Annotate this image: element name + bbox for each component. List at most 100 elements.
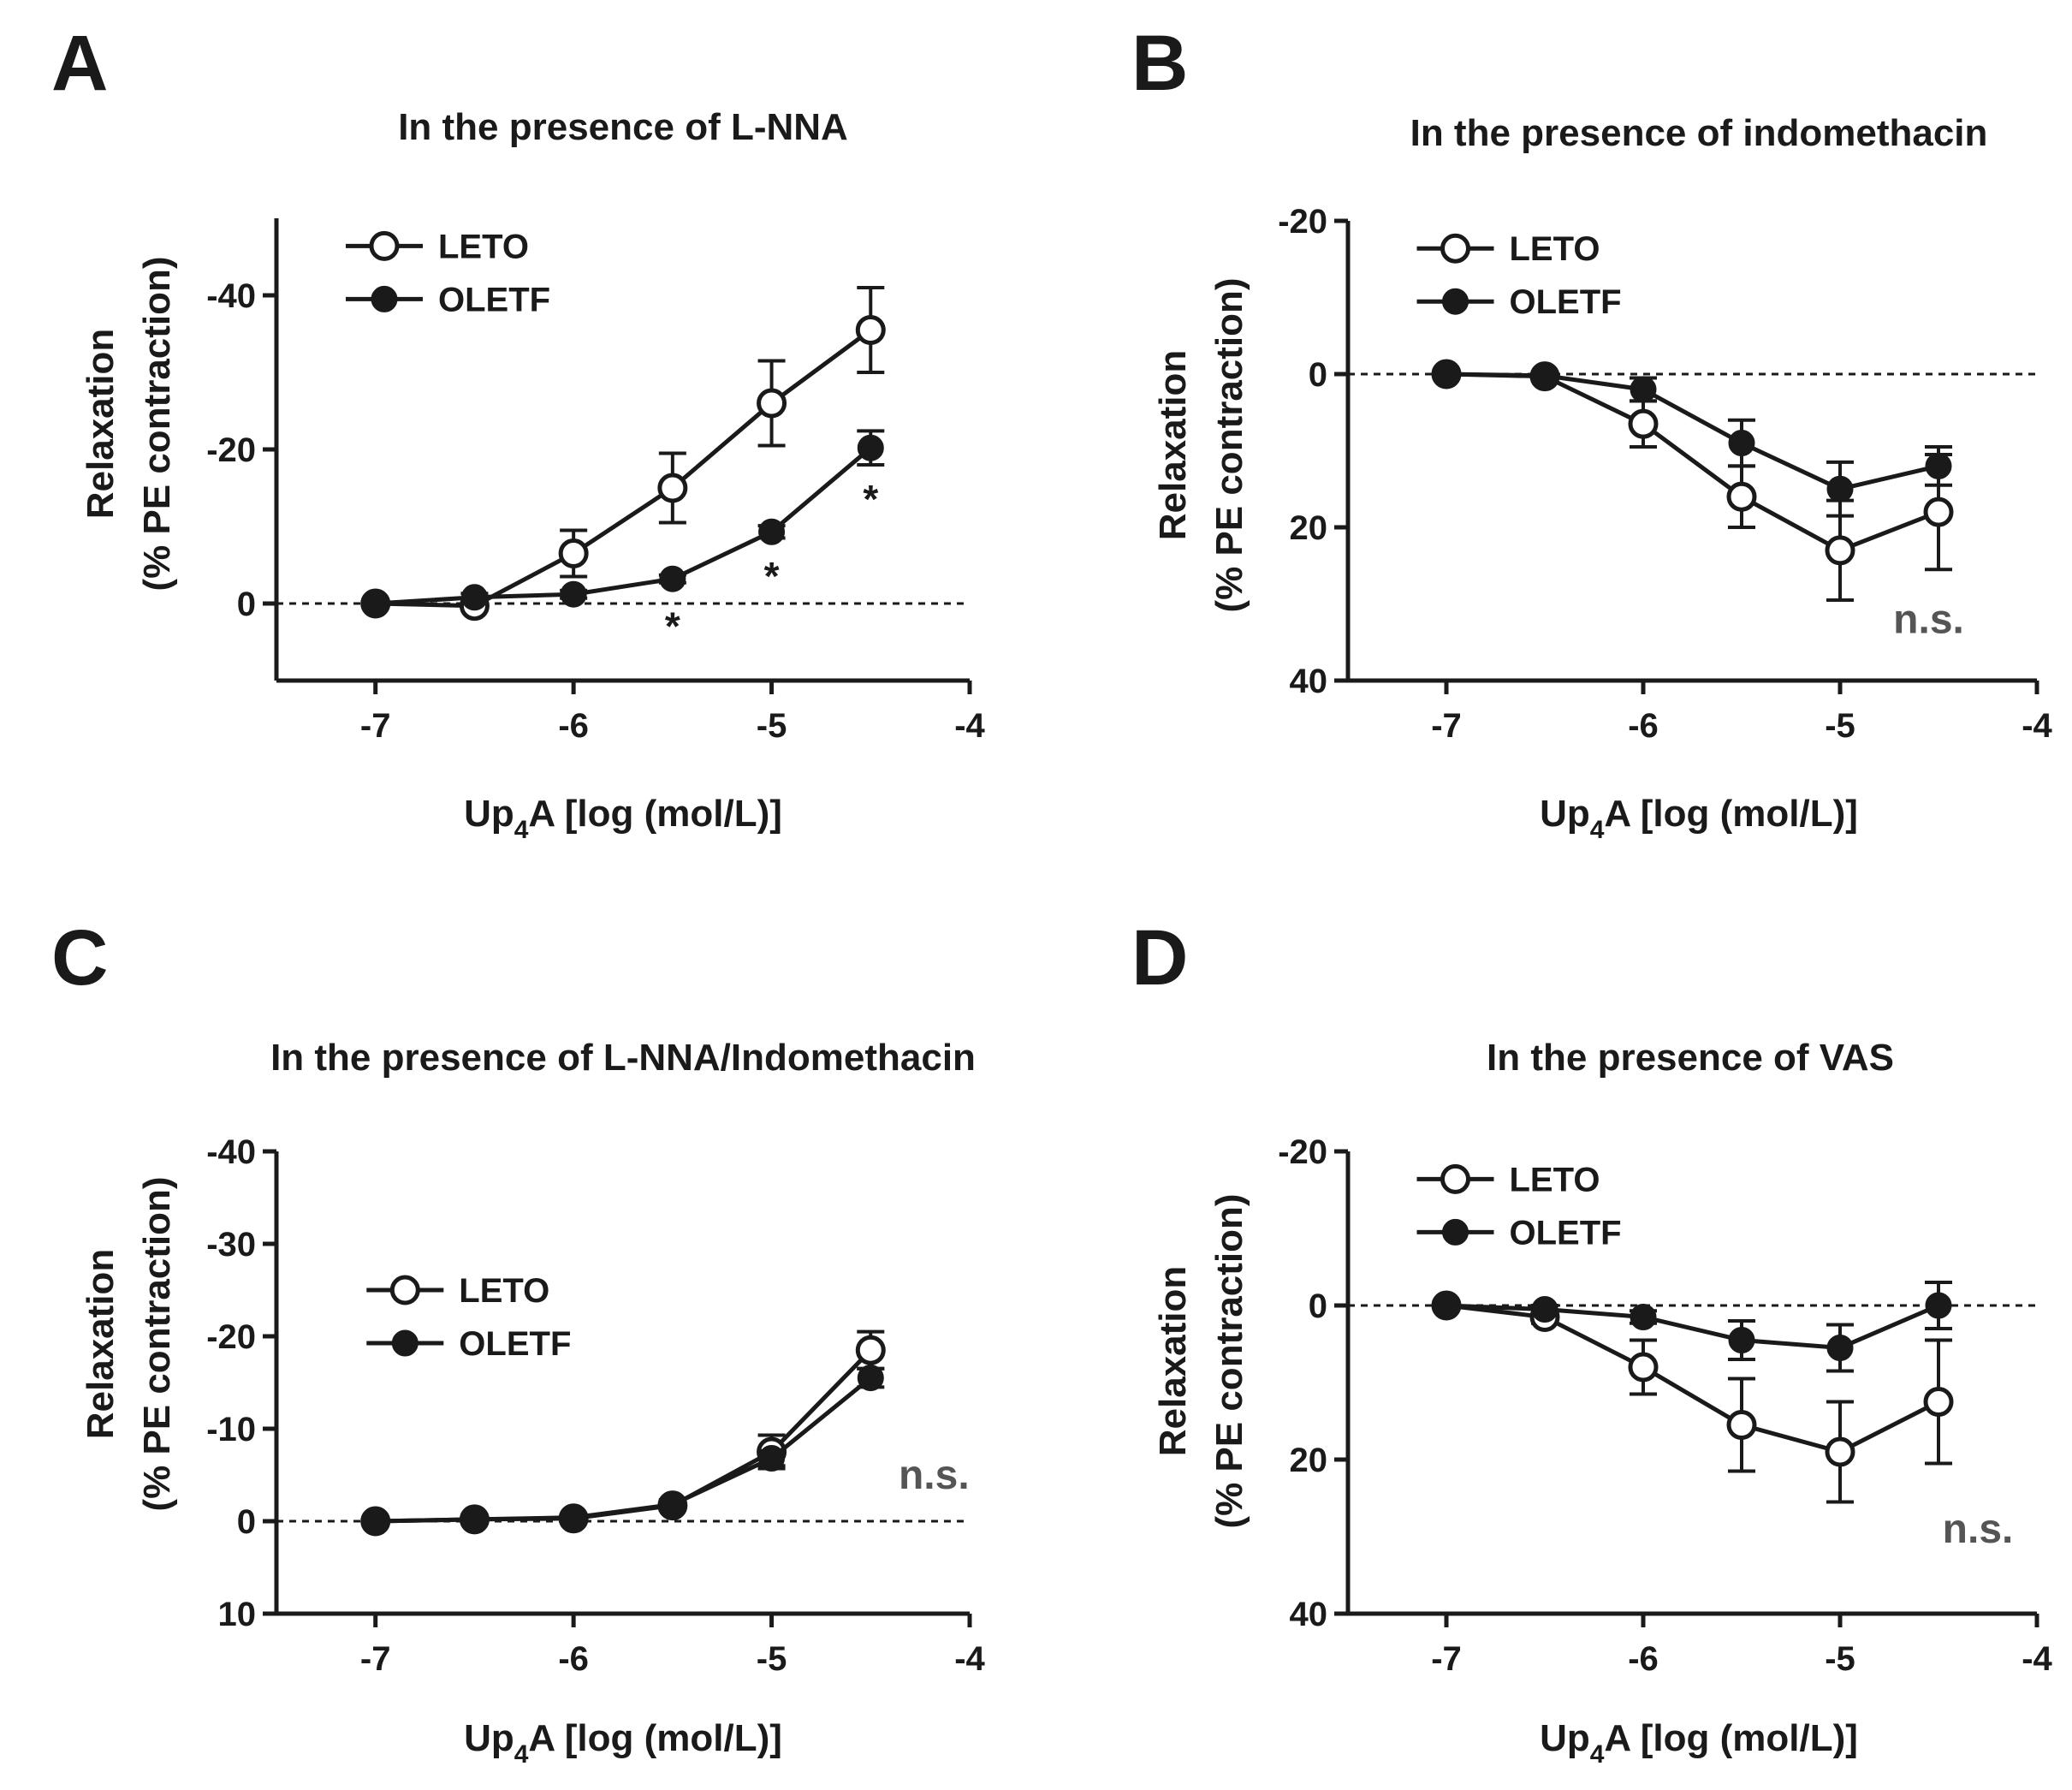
panel-a-oletf-point <box>362 590 389 617</box>
panel-c-plot: -7 -6 -5 -4 10 0 -10 -20 -30 -40 LETO OLETF n.s. <box>206 1133 985 1678</box>
panel-d-x-tick-label: -7 <box>1431 1640 1462 1678</box>
panel-a-oletf-point <box>857 434 884 461</box>
panel-a-oletf-point <box>560 580 587 608</box>
panel-a-significance-star: * <box>665 604 680 649</box>
panel-b-legend-label-oletf: OLETF <box>1510 283 1622 321</box>
panel-a-legend-marker <box>369 230 400 261</box>
panel-c-y-tick-label: 0 <box>237 1503 256 1541</box>
panel-b-ns-label: n.s. <box>1893 597 1964 642</box>
panel-d-oletf-point <box>1826 1335 1854 1361</box>
panel-d-leto-point <box>1923 1387 1954 1417</box>
panel-a-oletf-line <box>375 446 872 606</box>
panel-c-x-tick-label: -4 <box>954 1640 985 1678</box>
panel-d-x-tick-label: -4 <box>2022 1640 2052 1678</box>
panel-c-oletf-line <box>375 1376 872 1524</box>
panel-c: C In the presence of L-NNA/Indomethacin … <box>51 914 986 1769</box>
panel-a-legend-label-oletf: OLETF <box>438 281 550 318</box>
panel-d-leto-line <box>1446 1303 1940 1454</box>
panel-b-title: In the presence of indomethacin <box>1410 112 1988 154</box>
panel-c-x-tick-label: -7 <box>360 1640 391 1678</box>
panel-a-x-axis-title: Up4A [log (mol/L)] <box>464 793 782 844</box>
panel-a-x-tick-label: -6 <box>558 707 589 745</box>
panel-b-legend-marker <box>1440 233 1470 264</box>
panel-b-y-axis-title-line1: Relaxation <box>1152 350 1194 541</box>
panel-letter-a: A <box>51 20 108 107</box>
panel-d-x-axis-title: Up4A [log (mol/L)] <box>1540 1717 1858 1769</box>
panel-b-y-tick-label: 20 <box>1290 509 1328 547</box>
panel-a-legend-label-leto: LETO <box>438 228 529 265</box>
panel-b-legend-marker <box>1442 288 1469 315</box>
panel-a-x-tick-label: -4 <box>954 707 985 745</box>
panel-c-legend-label-leto: LETO <box>459 1272 549 1310</box>
panel-d-legend-label-oletf: OLETF <box>1510 1214 1622 1252</box>
panel-letter-b: B <box>1131 20 1188 107</box>
panel-b-leto-point <box>1726 481 1757 512</box>
panel-a-oletf-point <box>659 565 686 592</box>
panel-a-significance-star: * <box>764 554 780 598</box>
panel-a-leto-point <box>657 473 688 503</box>
panel-c-oletf-point <box>857 1365 884 1392</box>
panel-c-y-tick-label: 10 <box>218 1596 257 1633</box>
panel-b-leto-point <box>1825 535 1855 566</box>
panel-d-oletf-point <box>1630 1304 1657 1330</box>
panel-a-leto-point <box>855 315 886 345</box>
panel-b-x-tick-label: -4 <box>2022 707 2052 745</box>
panel-d-oletf-point <box>1433 1292 1460 1319</box>
panel-b-oletf-point <box>1925 452 1952 479</box>
panel-b-oletf-point <box>1433 360 1460 388</box>
panel-c-y-axis-title-line1: Relaxation <box>80 1249 122 1440</box>
panel-c-y-tick-label: -20 <box>206 1318 256 1356</box>
panel-b-oletf-point <box>1728 430 1755 457</box>
panel-a-y-axis-title-line2: (% PE contraction) <box>136 256 178 591</box>
panel-a-y-tick-label: 0 <box>237 586 256 623</box>
panel-d-oletf-point <box>1925 1292 1952 1319</box>
panel-a-y-axis-title-line1: Relaxation <box>80 329 122 520</box>
panel-a-x-tick-label: -7 <box>360 707 391 745</box>
panel-c-x-tick-label: -6 <box>558 1640 589 1678</box>
panel-a-y-tick-label: -20 <box>206 431 256 469</box>
panel-a-leto-point <box>757 388 787 419</box>
panel-c-y-axis-title-line2: (% PE contraction) <box>136 1176 178 1511</box>
panel-b-x-axis-title: Up4A [log (mol/L)] <box>1540 793 1858 844</box>
panel-c-y-tick-label: -40 <box>206 1133 256 1171</box>
panel-d-y-tick-label: 20 <box>1290 1442 1328 1479</box>
panel-d-oletf-point <box>1531 1296 1558 1323</box>
panel-c-x-axis-title: Up4A [log (mol/L)] <box>464 1717 782 1769</box>
panel-b-leto-point <box>1628 408 1659 439</box>
panel-b-x-tick-label: -5 <box>1825 707 1855 745</box>
panel-d-legend-marker <box>1442 1218 1469 1246</box>
panel-d-plot: -7 -6 -5 -4 -20 0 20 40 LETO OLETF n.s. <box>1278 1133 2052 1678</box>
panel-d-y-axis-title-line1: Relaxation <box>1152 1266 1194 1457</box>
panel-d-legend-marker <box>1440 1163 1470 1194</box>
panel-c-legend-marker <box>391 1329 419 1357</box>
panel-d-y-axis-title-line2: (% PE contraction) <box>1208 1193 1250 1528</box>
panel-b-leto-line <box>1446 372 1939 553</box>
panel-b-oletf-line <box>1446 372 1939 491</box>
panel-c-y-tick-label: -30 <box>206 1226 256 1264</box>
panel-a-x-tick-label: -5 <box>757 707 787 745</box>
panel-b-legend-label-leto: LETO <box>1510 230 1600 268</box>
panel-b-oletf-point <box>1531 362 1558 390</box>
panel-c-legend-label-oletf: OLETF <box>459 1325 571 1363</box>
panel-a-leto-point <box>558 538 589 568</box>
panel-a-leto-line <box>375 328 872 609</box>
panel-d-leto-point <box>1726 1410 1757 1440</box>
panel-letter-c: C <box>51 914 108 1002</box>
panel-d-x-tick-label: -5 <box>1825 1640 1855 1678</box>
panel-b-oletf-point <box>1826 475 1854 503</box>
panel-d-leto-point <box>1825 1436 1855 1467</box>
panel-c-oletf-point <box>659 1491 686 1519</box>
panel-b-y-tick-label: -20 <box>1278 203 1327 241</box>
panel-b-y-tick-label: 40 <box>1290 663 1328 700</box>
panel-b-oletf-point <box>1630 376 1657 403</box>
panel-a-oletf-point <box>460 584 488 611</box>
panel-d-oletf-line <box>1446 1303 1939 1351</box>
panel-c-oletf-point <box>460 1506 488 1533</box>
panel-c-ns-label: n.s. <box>899 1453 970 1498</box>
panel-d-y-tick-label: -20 <box>1278 1133 1327 1171</box>
panel-c-title: In the presence of L-NNA/Indomethacin <box>270 1037 976 1079</box>
panel-d-x-tick-label: -6 <box>1628 1640 1659 1678</box>
panel-d: D In the presence of VAS Relaxation (% P… <box>1131 914 2053 1769</box>
